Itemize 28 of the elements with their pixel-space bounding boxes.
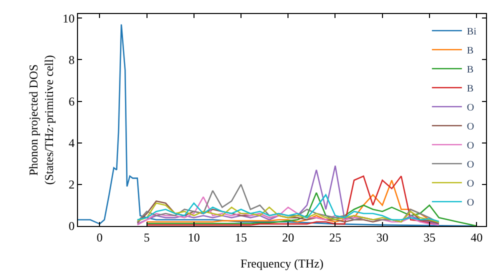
x-tick-label: 35	[423, 230, 436, 244]
x-tick-label: 0	[96, 230, 103, 244]
line-series	[146, 192, 478, 226]
x-tick-label: 30	[376, 230, 388, 244]
legend-label: O	[466, 198, 474, 209]
x-tick-label: 20	[282, 230, 294, 244]
legend-label: O	[466, 102, 474, 114]
x-axis-title: Frequency (THz)	[240, 256, 324, 270]
y-tick-label: 2	[68, 178, 75, 192]
y-tick-label: 4	[68, 136, 75, 150]
x-tick-label: 25	[329, 230, 342, 244]
y-tick-label: 8	[68, 52, 75, 67]
y-tick-label: 6	[68, 94, 75, 108]
legend-label: B	[466, 46, 474, 57]
legend-label: Bi	[466, 26, 477, 38]
x-tick-label: 40	[470, 230, 483, 244]
y-axis-title: Phonon projected DOS (States/THz·primitive cell)	[26, 55, 56, 185]
legend-label: B	[466, 84, 474, 95]
y-tick-label: 10	[62, 11, 75, 26]
legend-label: O	[466, 160, 474, 171]
x-tick-label: 10	[188, 230, 200, 244]
legend-label: B	[466, 64, 474, 76]
x-tick-label: 15	[235, 230, 248, 244]
y-tick-label: 0	[68, 219, 75, 234]
legend-label: O	[466, 178, 474, 190]
legend-label: O	[466, 122, 474, 133]
legend-label: O	[466, 140, 474, 152]
x-tick-label: 5	[144, 230, 150, 244]
